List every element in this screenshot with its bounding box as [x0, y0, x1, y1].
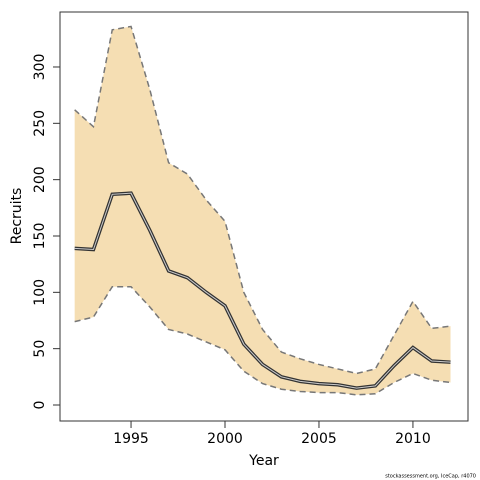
y-tick-label: 100: [32, 279, 48, 306]
x-tick-label: 2005: [301, 431, 337, 447]
y-tick-label: 0: [32, 401, 48, 410]
y-tick-label: 150: [32, 223, 48, 250]
plot-frame: [59, 11, 469, 422]
y-tick-label: 50: [32, 340, 48, 358]
x-tick-label: 2000: [207, 431, 243, 447]
x-axis-label: Year: [248, 453, 279, 469]
x-tick-label: 2010: [395, 431, 431, 447]
estimate-line-inner: [74, 192, 451, 389]
y-axis-label: Recruits: [9, 188, 25, 245]
y-tick-label: 250: [32, 110, 48, 137]
caption: stockassessment.org, IceCap, r4070: [385, 474, 476, 480]
upper-bound: [74, 25, 451, 375]
confidence-band: [74, 26, 451, 395]
y-tick-label: 300: [32, 54, 48, 81]
x-tick-label: 1995: [113, 431, 149, 447]
y-tick-label: 200: [32, 166, 48, 193]
lower-bound: [74, 285, 451, 396]
